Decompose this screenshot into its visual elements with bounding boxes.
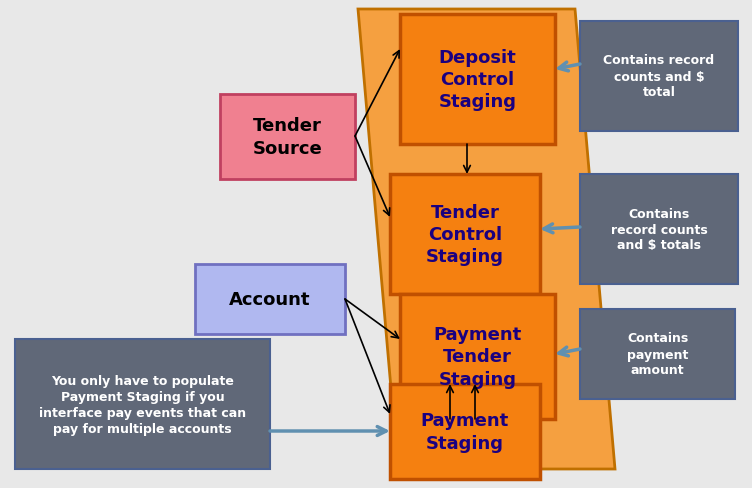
Text: You only have to populate
Payment Staging if you
interface pay events that can
p: You only have to populate Payment Stagin… [39,374,246,435]
Text: Account: Account [229,290,311,308]
FancyBboxPatch shape [390,384,540,479]
Text: Tender
Control
Staging: Tender Control Staging [426,203,504,265]
FancyBboxPatch shape [220,95,355,180]
FancyBboxPatch shape [15,339,270,469]
FancyBboxPatch shape [390,175,540,294]
FancyBboxPatch shape [580,309,735,399]
Text: Payment
Tender
Staging: Payment Tender Staging [433,325,522,388]
Text: Deposit
Control
Staging: Deposit Control Staging [438,49,517,111]
FancyBboxPatch shape [400,15,555,145]
FancyBboxPatch shape [400,294,555,419]
Text: Contains
record counts
and $ totals: Contains record counts and $ totals [611,207,708,252]
FancyBboxPatch shape [580,22,738,132]
FancyBboxPatch shape [580,175,738,285]
Text: Contains record
counts and $
total: Contains record counts and $ total [603,54,714,99]
FancyBboxPatch shape [195,264,345,334]
Polygon shape [358,10,615,469]
Text: Payment
Staging: Payment Staging [421,411,509,452]
Text: Tender
Source: Tender Source [253,117,323,157]
Text: Contains
payment
amount: Contains payment amount [627,332,688,377]
